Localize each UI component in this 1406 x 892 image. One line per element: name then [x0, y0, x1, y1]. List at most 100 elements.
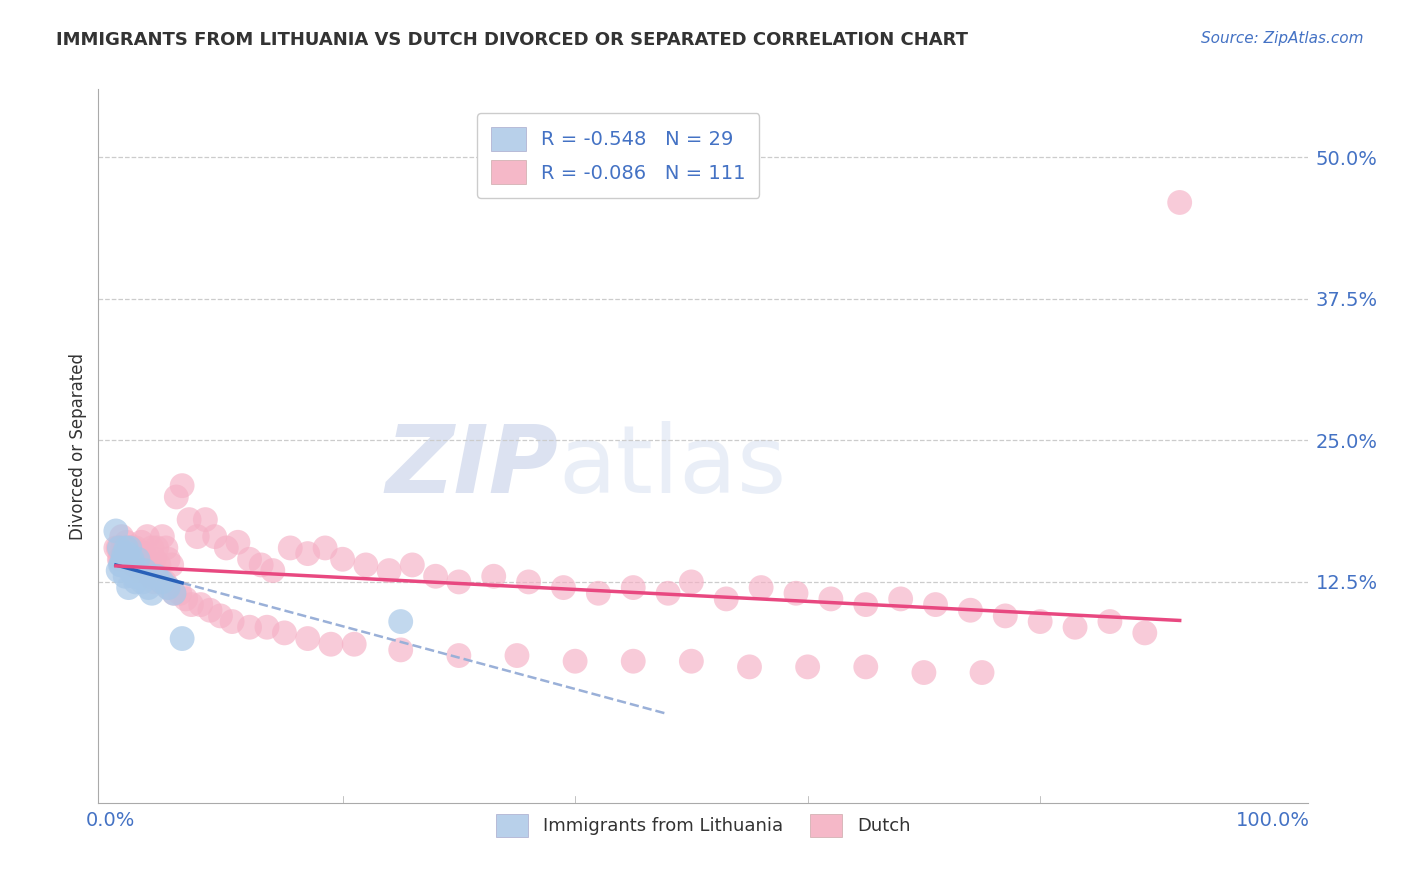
Point [136, 530, 159, 544]
Point [120, 552, 142, 566]
Point [131, 574, 153, 589]
Point [118, 541, 141, 555]
Point [110, 558, 132, 572]
Point [553, 581, 575, 595]
Point [198, 603, 221, 617]
Point [118, 552, 141, 566]
Point [190, 598, 212, 612]
Point [157, 581, 180, 595]
Point [111, 541, 134, 555]
Point [215, 541, 238, 555]
Point [145, 541, 167, 555]
Point [124, 569, 146, 583]
Point [118, 581, 141, 595]
Point [425, 569, 447, 583]
Point [221, 615, 243, 629]
Point [141, 541, 163, 555]
Point [332, 552, 354, 566]
Point [186, 530, 208, 544]
Point [139, 569, 162, 583]
Point [153, 574, 176, 589]
Point [115, 541, 138, 555]
Point [125, 552, 148, 566]
Legend: Immigrants from Lithuania, Dutch: Immigrants from Lithuania, Dutch [488, 807, 918, 844]
Point [108, 552, 131, 566]
Point [738, 660, 761, 674]
Point [588, 586, 610, 600]
Point [122, 558, 145, 572]
Point [297, 547, 319, 561]
Point [107, 564, 129, 578]
Point [143, 574, 166, 589]
Point [343, 637, 366, 651]
Point [250, 558, 273, 572]
Point [104, 541, 127, 555]
Point [278, 541, 301, 555]
Point [239, 620, 262, 634]
Point [136, 564, 159, 578]
Point [111, 530, 134, 544]
Point [163, 586, 186, 600]
Point [749, 581, 772, 595]
Point [209, 608, 232, 623]
Point [157, 552, 180, 566]
Point [148, 558, 170, 572]
Point [226, 535, 249, 549]
Point [122, 547, 145, 561]
Point [564, 654, 586, 668]
Point [157, 581, 180, 595]
Point [150, 574, 173, 589]
Text: Source: ZipAtlas.com: Source: ZipAtlas.com [1201, 31, 1364, 46]
Point [110, 552, 132, 566]
Point [141, 586, 163, 600]
Point [389, 643, 412, 657]
Point [1029, 615, 1052, 629]
Point [150, 530, 173, 544]
Point [165, 490, 187, 504]
Point [121, 552, 143, 566]
Point [143, 552, 166, 566]
Point [150, 574, 173, 589]
Point [127, 552, 149, 566]
Point [117, 552, 139, 566]
Point [389, 615, 412, 629]
Point [112, 547, 135, 561]
Point [118, 541, 141, 555]
Point [1133, 626, 1156, 640]
Point [447, 648, 470, 663]
Point [138, 558, 160, 572]
Point [1168, 195, 1191, 210]
Point [517, 574, 540, 589]
Point [273, 626, 295, 640]
Point [994, 608, 1017, 623]
Point [959, 603, 981, 617]
Point [297, 632, 319, 646]
Point [111, 552, 134, 566]
Point [104, 524, 127, 538]
Point [890, 591, 912, 606]
Point [239, 552, 262, 566]
Point [114, 569, 136, 583]
Point [132, 547, 155, 561]
Point [124, 541, 146, 555]
Point [314, 541, 336, 555]
Point [118, 547, 141, 561]
Point [107, 541, 129, 555]
Point [138, 581, 160, 595]
Point [112, 552, 135, 566]
Text: atlas: atlas [558, 421, 786, 514]
Point [1098, 615, 1121, 629]
Point [194, 513, 217, 527]
Point [820, 591, 842, 606]
Point [262, 564, 284, 578]
Point [785, 586, 807, 600]
Point [117, 547, 139, 561]
Point [256, 620, 278, 634]
Text: ZIP: ZIP [385, 421, 558, 514]
Point [1064, 620, 1087, 634]
Point [124, 574, 146, 589]
Point [204, 530, 226, 544]
Point [127, 552, 149, 566]
Text: IMMIGRANTS FROM LITHUANIA VS DUTCH DIVORCED OR SEPARATED CORRELATION CHART: IMMIGRANTS FROM LITHUANIA VS DUTCH DIVOR… [56, 31, 969, 49]
Point [120, 564, 142, 578]
